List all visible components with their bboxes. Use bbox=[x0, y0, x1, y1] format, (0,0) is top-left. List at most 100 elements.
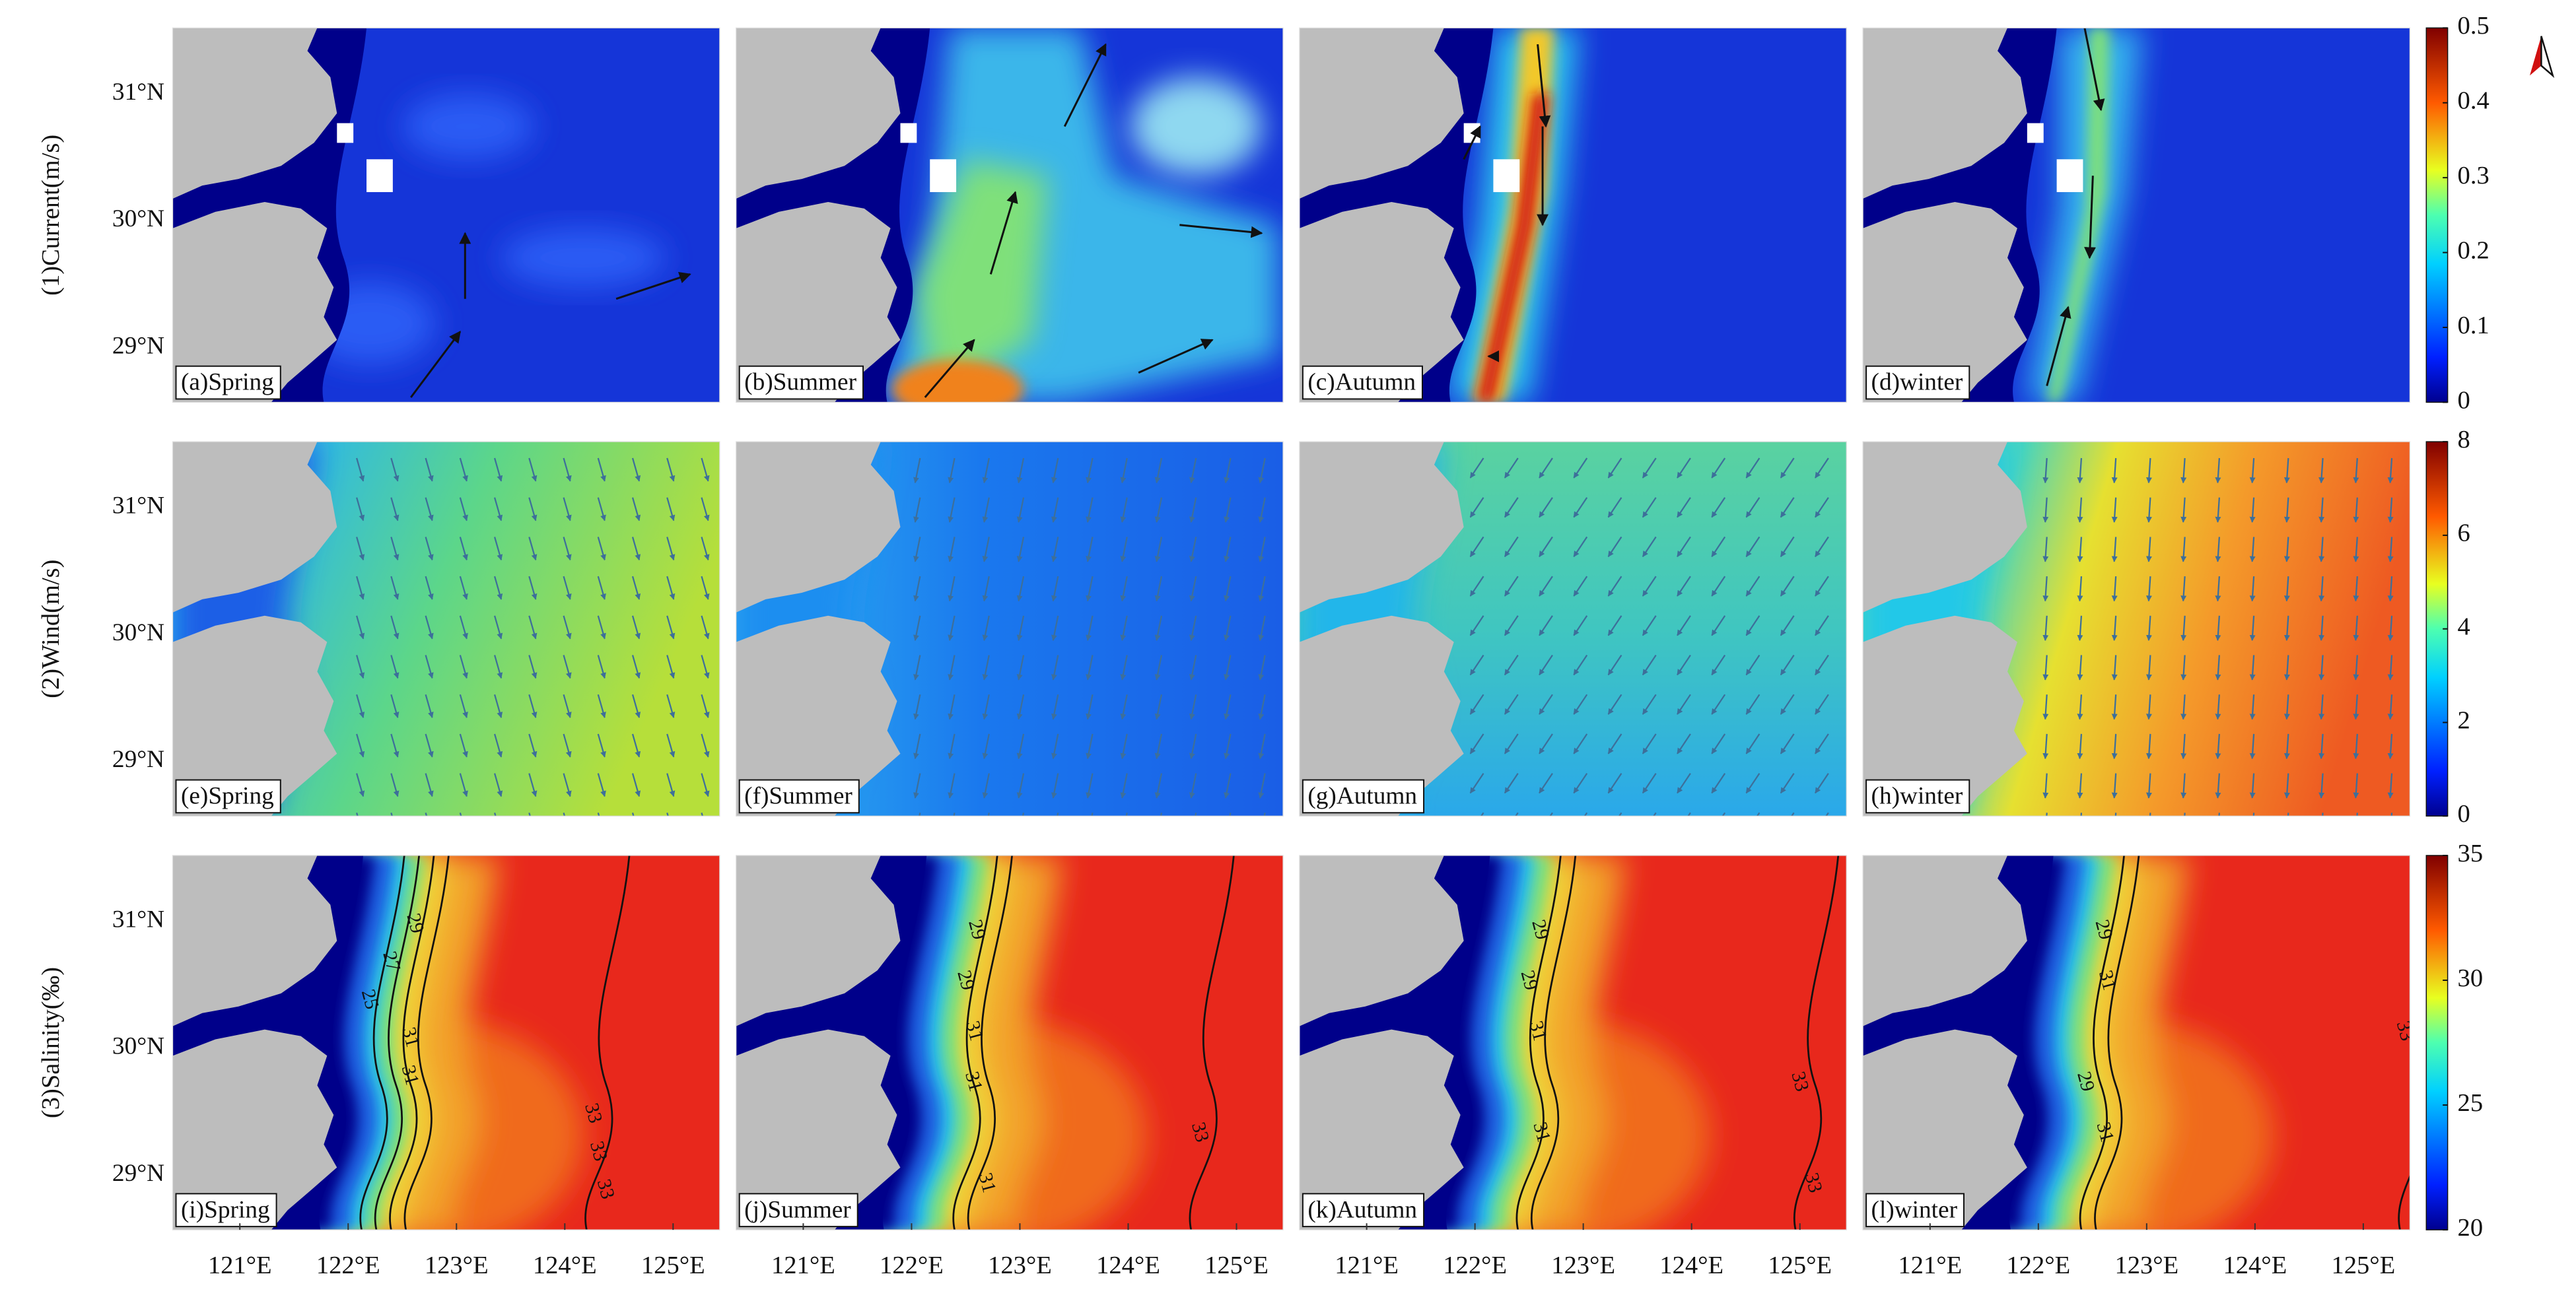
wind-arrow bbox=[528, 655, 538, 679]
land bbox=[172, 201, 337, 403]
wind-arrow bbox=[913, 457, 921, 484]
contour-line bbox=[2398, 1174, 2410, 1230]
wind-arrow bbox=[2215, 615, 2221, 641]
current-field bbox=[2046, 28, 2110, 403]
wind-arrow bbox=[1573, 536, 1588, 557]
panel-label-box bbox=[175, 1193, 277, 1228]
wind-arrow bbox=[1051, 733, 1059, 760]
wind-arrow bbox=[2353, 655, 2359, 681]
wind-arrow bbox=[356, 576, 365, 600]
wind-arrow bbox=[1780, 772, 1795, 794]
wind-arrow bbox=[1573, 654, 1588, 676]
wind-arrow bbox=[563, 694, 572, 718]
wind-arrow bbox=[2077, 576, 2083, 602]
wind-arrow bbox=[1016, 615, 1025, 641]
wind-arrow bbox=[1504, 576, 1519, 597]
lon-tick-label: 122°E bbox=[1443, 1252, 1507, 1279]
wind-arrow bbox=[493, 655, 503, 679]
wind-arrow bbox=[1120, 457, 1128, 484]
wind-arrow bbox=[2077, 655, 2083, 681]
wind-arrow bbox=[356, 733, 365, 758]
wind-arrow bbox=[356, 694, 365, 718]
wind-arrow bbox=[2215, 773, 2221, 799]
wind-arrow bbox=[1224, 497, 1232, 523]
land bbox=[1863, 1029, 2027, 1230]
wind-arrow bbox=[2353, 615, 2359, 641]
wind-arrow bbox=[666, 694, 676, 718]
wind-arrow bbox=[1539, 536, 1553, 557]
wind-arrow bbox=[2387, 615, 2394, 641]
contour-line bbox=[374, 855, 421, 1230]
wind-arrow bbox=[1224, 576, 1232, 602]
wind-arrow bbox=[948, 615, 956, 641]
wind-arrow bbox=[2042, 694, 2049, 720]
wind-arrow bbox=[356, 497, 365, 521]
wind-arrow bbox=[1120, 694, 1128, 720]
north-arrow bbox=[2530, 36, 2555, 79]
wind-arrow bbox=[459, 457, 468, 482]
wind-arrow bbox=[1469, 536, 1484, 557]
lon-tick-label: 123°E bbox=[425, 1252, 489, 1279]
colorbar-tick-label: 0 bbox=[2458, 800, 2470, 828]
wind-arrow bbox=[1086, 615, 1094, 641]
wind-arrow bbox=[2042, 457, 2049, 484]
wind-arrow bbox=[2387, 457, 2394, 484]
wind-arrow bbox=[1745, 497, 1760, 518]
current-field bbox=[2027, 28, 2142, 403]
wind-arrow bbox=[2111, 457, 2118, 484]
wind-arrow bbox=[2249, 537, 2256, 562]
panel-label-box bbox=[175, 365, 281, 400]
wind-arrow bbox=[563, 655, 572, 679]
wind-arrow bbox=[1607, 694, 1622, 715]
wind-arrow bbox=[1780, 576, 1795, 597]
wind-arrow bbox=[1607, 733, 1622, 754]
contour-line bbox=[2079, 855, 2125, 1230]
wind-arrow bbox=[2387, 733, 2394, 760]
lon-tick-label: 121°E bbox=[1898, 1252, 1962, 1279]
wind-arrow bbox=[913, 733, 921, 760]
land bbox=[736, 201, 901, 403]
wind-arrow bbox=[1189, 655, 1197, 681]
wind-arrow bbox=[1154, 655, 1163, 681]
wind-arrow bbox=[1539, 733, 1553, 754]
row-label: (2)Wind(m/s) bbox=[37, 559, 65, 698]
wind-arrow bbox=[2145, 773, 2152, 799]
wind-arrow bbox=[1016, 694, 1025, 720]
wind-arrow bbox=[493, 694, 503, 718]
row-label: (1)Current(m/s) bbox=[37, 135, 65, 296]
wind-arrow bbox=[2145, 655, 2152, 681]
wind-arrow bbox=[2318, 615, 2325, 641]
colorbar-tick-label: 35 bbox=[2458, 840, 2484, 867]
wind-arrow bbox=[2042, 497, 2049, 523]
wind-arrow bbox=[1504, 457, 1519, 479]
wind-arrow bbox=[1504, 772, 1519, 794]
wind-arrow bbox=[2387, 655, 2394, 681]
contour-label: 33 bbox=[2405, 1170, 2431, 1195]
land bbox=[1299, 615, 1464, 817]
wind-arrow bbox=[2111, 733, 2118, 760]
lat-tick-label: 31°N bbox=[112, 492, 164, 519]
wind-arrow bbox=[1469, 457, 1484, 479]
wind-arrow bbox=[563, 497, 572, 521]
wind-arrow bbox=[390, 457, 400, 482]
current-arrow bbox=[989, 191, 1018, 275]
wind-arrow bbox=[528, 615, 538, 640]
map-panel: (e)Spring bbox=[172, 442, 720, 817]
wind-arrow bbox=[666, 457, 676, 482]
wind-arrow bbox=[1607, 497, 1622, 518]
wind-arrow bbox=[563, 576, 572, 600]
wind-arrow bbox=[563, 537, 572, 561]
current-arrow bbox=[1063, 43, 1107, 127]
wind-arrow bbox=[390, 694, 400, 718]
map-panel: (g)Autumn bbox=[1299, 442, 1847, 817]
wind-arrow bbox=[1780, 457, 1795, 479]
current-field bbox=[892, 359, 1024, 403]
wind-arrow bbox=[1677, 576, 1691, 597]
wind-arrow bbox=[948, 773, 956, 799]
contour-line bbox=[952, 855, 998, 1230]
wind-arrow bbox=[1539, 576, 1553, 597]
wind-arrow bbox=[701, 457, 710, 482]
wind-arrow bbox=[1745, 615, 1760, 636]
